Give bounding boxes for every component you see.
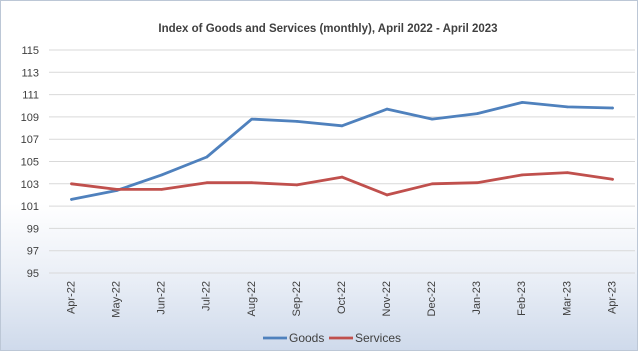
series-lines bbox=[70, 101, 614, 201]
data-point-services bbox=[566, 171, 569, 174]
data-point-services bbox=[521, 173, 524, 177]
x-tick-label: Apr-23 bbox=[606, 281, 618, 314]
y-tick-label: 105 bbox=[21, 157, 39, 169]
x-tick-label: Jan-23 bbox=[471, 281, 483, 315]
data-point-services bbox=[160, 188, 163, 191]
x-tick-label: Dec-22 bbox=[426, 281, 438, 316]
x-tick-label: May-22 bbox=[111, 281, 123, 318]
y-tick-label: 103 bbox=[21, 179, 39, 191]
y-tick-label: 113 bbox=[21, 67, 39, 79]
y-tick-label: 95 bbox=[27, 268, 39, 280]
data-point-goods bbox=[340, 124, 344, 128]
data-point-goods bbox=[205, 155, 209, 159]
x-tick-label: Apr-22 bbox=[65, 281, 77, 314]
data-point-services bbox=[475, 181, 479, 184]
y-tick-label: 107 bbox=[21, 134, 39, 146]
data-point-goods bbox=[250, 117, 254, 121]
data-point-goods bbox=[521, 101, 524, 104]
y-tick-label: 109 bbox=[21, 112, 39, 124]
data-point-services bbox=[611, 178, 614, 181]
y-axis-ticks: 95 97 99 101 103 105 107 109 111 113 115 bbox=[21, 45, 39, 280]
data-point-services bbox=[340, 175, 344, 179]
data-point-services bbox=[295, 183, 299, 187]
data-point-goods bbox=[475, 112, 479, 115]
data-point-goods bbox=[70, 198, 73, 201]
data-point-services bbox=[115, 188, 118, 191]
chart-title: Index of Goods and Services (monthly), A… bbox=[158, 23, 497, 35]
x-tick-label: Mar-23 bbox=[561, 281, 573, 316]
data-point-goods bbox=[385, 107, 389, 111]
y-tick-label: 111 bbox=[22, 90, 39, 102]
y-tick-label: 115 bbox=[21, 45, 39, 57]
data-point-services bbox=[385, 193, 389, 197]
grid-lines bbox=[49, 49, 635, 274]
x-tick-label: Nov-22 bbox=[381, 281, 393, 316]
data-point-goods bbox=[566, 105, 569, 109]
data-point-goods bbox=[430, 117, 434, 121]
data-point-services bbox=[205, 181, 209, 184]
legend-label-goods: Goods bbox=[289, 331, 324, 345]
legend: Goods Services bbox=[263, 331, 401, 345]
data-point-services bbox=[430, 182, 434, 186]
y-tick-label: 101 bbox=[21, 201, 39, 213]
x-tick-label: Oct-22 bbox=[336, 281, 348, 314]
x-tick-label: Aug-22 bbox=[246, 281, 258, 316]
x-tick-label: Jul-22 bbox=[201, 281, 213, 311]
data-point-goods bbox=[611, 106, 614, 110]
x-axis-ticks: Apr-22 May-22 Jun-22 Jul-22 Aug-22 Sep-22 Oct-… bbox=[65, 281, 618, 318]
data-point-goods bbox=[160, 173, 163, 177]
data-point-services bbox=[250, 181, 254, 184]
legend-label-services: Services bbox=[355, 331, 401, 345]
y-tick-label: 97 bbox=[27, 246, 39, 258]
data-point-goods bbox=[295, 120, 299, 123]
y-tick-label: 99 bbox=[27, 223, 39, 235]
x-tick-label: Feb-23 bbox=[516, 281, 528, 316]
data-point-services bbox=[70, 182, 73, 186]
x-tick-label: Jun-22 bbox=[156, 281, 168, 315]
x-tick-label: Sep-22 bbox=[291, 281, 303, 316]
